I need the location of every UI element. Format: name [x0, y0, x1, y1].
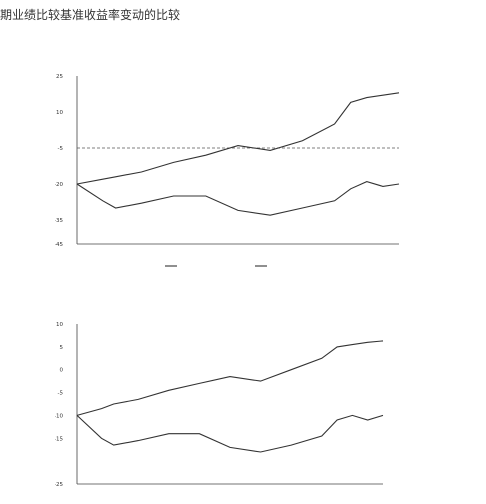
chart-2-y-tick-label: -15	[55, 436, 63, 442]
chart-2-y-tick-label: -5	[58, 391, 64, 397]
chart-2-series-1-line	[76, 340, 384, 416]
chart-1-y-tick-label: -5	[58, 146, 64, 152]
chart-2-y-tick-label: 5	[60, 345, 64, 351]
chart-2-y-tick-label: -25	[55, 482, 63, 488]
chart-1-plot: 25 10 -5 -20 -35 -45	[54, 74, 400, 248]
chart-1-y-tick-label: 10	[56, 110, 63, 116]
chart-1-series-1-line	[76, 92, 400, 185]
chart-panel-1: 25 10 -5 -20 -35 -45	[54, 34, 435, 274]
chart-2-plot: 10 5 0 -5 -10 -15 -25	[54, 322, 384, 488]
chart-1-svg: 25 10 -5 -20 -35 -45	[54, 74, 400, 267]
chart-1-series-2-line	[76, 181, 400, 216]
chart-1-y-tick-label: -20	[55, 182, 63, 188]
chart-2-y-tick-label: 10	[56, 322, 63, 328]
chart-1-y-tick-label: 25	[56, 74, 63, 80]
chart-panel-2: 10 5 0 -5 -10 -15 -25	[54, 286, 435, 500]
chart-1-y-tick-label: -45	[55, 242, 63, 248]
chart-2-y-tick-label: -10	[55, 413, 63, 419]
chart-2-series-2-line	[76, 414, 384, 453]
page-heading: 期业绩比较基准收益率变动的比较	[0, 8, 181, 22]
chart-2-svg: 10 5 0 -5 -10 -15 -25	[54, 322, 384, 488]
chart-2-y-tick-label: 0	[60, 368, 64, 374]
chart-1-y-tick-label: -35	[55, 218, 63, 224]
